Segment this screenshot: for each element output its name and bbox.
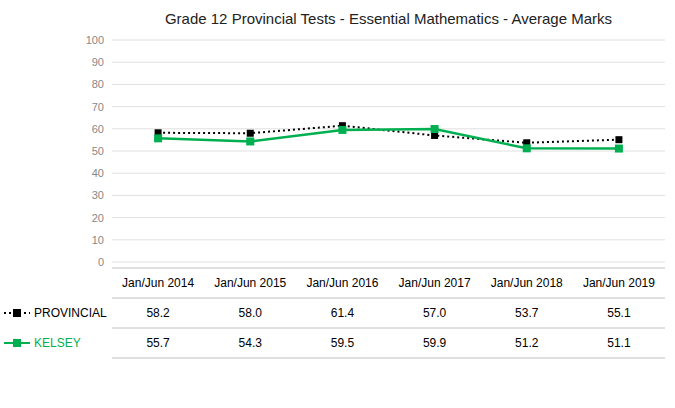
legend-key [4,339,30,347]
series-line [158,129,619,149]
grid-line [112,84,665,85]
y-tick-label: 100 [86,34,104,46]
y-tick-label: 30 [92,189,104,201]
data-label: 51.1 [607,336,631,350]
chart: Grade 12 Provincial Tests - Essential Ma… [0,0,675,408]
grid-line [112,40,665,41]
data-label: 58.0 [239,306,263,320]
grid-line [112,173,665,174]
legend-key [4,309,30,317]
marker [615,145,623,153]
table-rule [112,328,665,329]
data-label: 55.7 [146,336,170,350]
grid-line [112,195,665,196]
legend-label: KELSEY [34,336,81,350]
y-tick-label: 0 [98,256,104,268]
data-label: 54.3 [239,336,263,350]
marker [154,134,162,142]
table-rule [112,268,665,269]
data-label: 55.1 [607,306,631,320]
grid-line [112,151,665,152]
marker [338,126,346,134]
grid-line [112,62,665,63]
category-label: Jan/Jun 2016 [306,276,378,290]
y-tick-label: 10 [92,234,104,246]
marker [523,144,531,152]
grid-line [112,262,665,263]
plot-area [154,122,623,152]
data-table: Jan/Jun 2014 Jan/Jun 2015 Jan/Jun 2016 Jan/… [4,268,665,358]
title: Grade 12 Provincial Tests - Essential Ma… [165,10,612,27]
table-rule [112,358,665,359]
legend-label: PROVINCIAL [34,306,107,320]
grid-line [112,239,665,240]
category-label: Jan/Jun 2017 [399,276,471,290]
marker [615,136,622,143]
data-label: 59.5 [331,336,355,350]
category-label: Jan/Jun 2019 [583,276,655,290]
y-tick-label: 50 [92,145,104,157]
y-tick-label: 70 [92,101,104,113]
category-label: Jan/Jun 2014 [122,276,194,290]
data-label: 53.7 [515,306,539,320]
y-tick-label: 20 [92,212,104,224]
y-tick-label: 90 [92,56,104,68]
y-tick-label: 80 [92,78,104,90]
grid: 0 10 20 30 40 50 60 70 80 90 100 [86,34,665,268]
marker [246,137,254,145]
grid-line [112,106,665,107]
marker [247,130,254,137]
y-tick-label: 60 [92,123,104,135]
category-label: Jan/Jun 2015 [214,276,286,290]
table-rule [112,298,665,299]
grid-line [112,217,665,218]
marker [431,125,439,133]
data-label: 61.4 [331,306,355,320]
data-label: 51.2 [515,336,539,350]
category-label: Jan/Jun 2018 [491,276,563,290]
data-label: 58.2 [146,306,170,320]
data-label: 59.9 [423,336,447,350]
data-label: 57.0 [423,306,447,320]
y-tick-label: 40 [92,167,104,179]
